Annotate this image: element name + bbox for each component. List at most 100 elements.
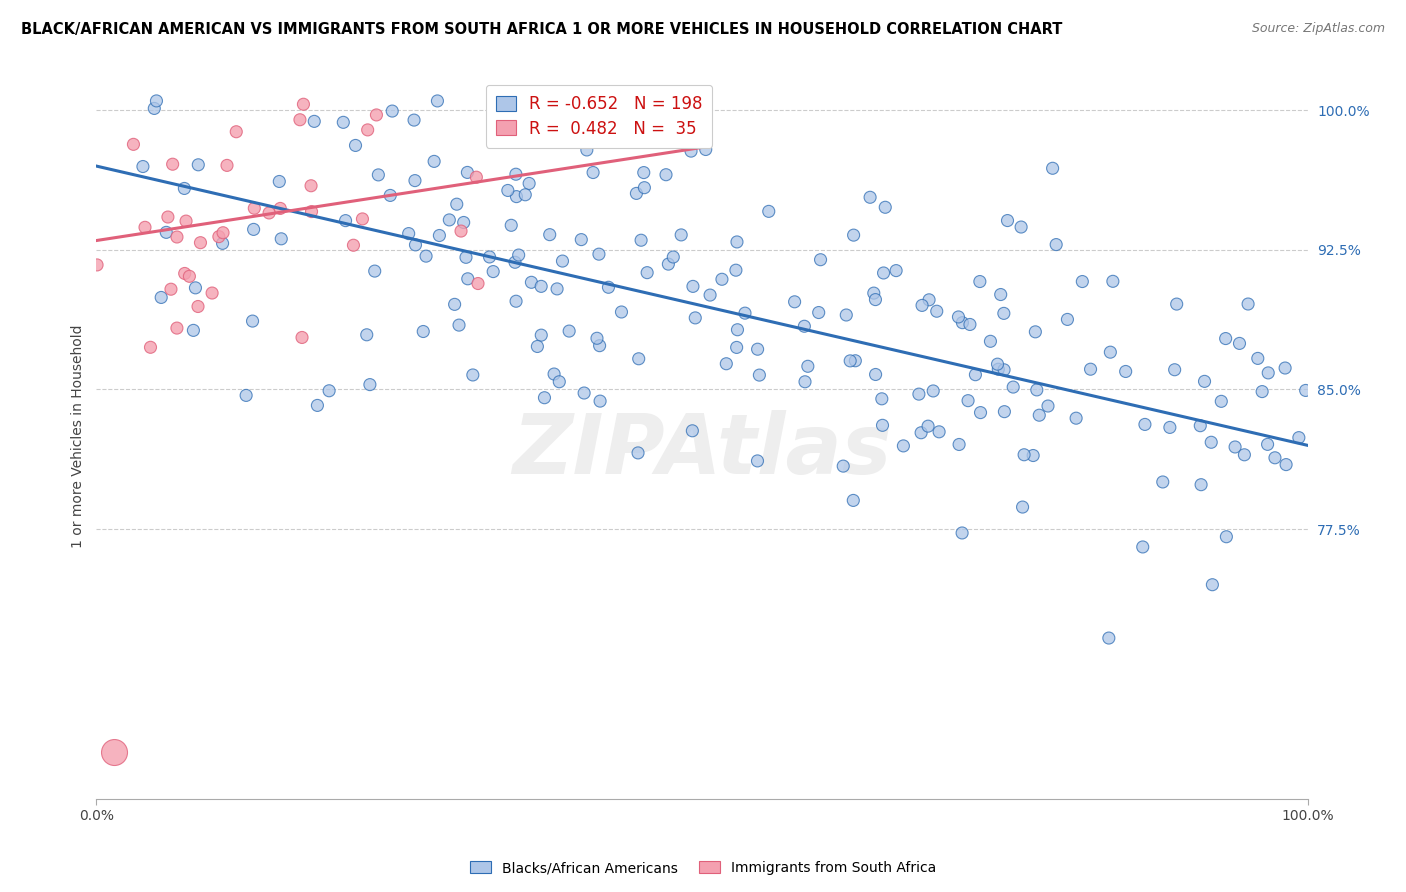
Point bbox=[461, 368, 484, 382]
Point bbox=[957, 393, 980, 408]
Text: ZIPAtlas: ZIPAtlas bbox=[512, 410, 891, 491]
Point bbox=[443, 297, 465, 311]
Point bbox=[270, 232, 292, 246]
Point bbox=[538, 227, 561, 242]
Point bbox=[450, 224, 472, 238]
Point bbox=[655, 168, 678, 182]
Point bbox=[543, 367, 565, 381]
Point bbox=[872, 266, 894, 280]
Point bbox=[679, 144, 702, 158]
Point bbox=[862, 286, 884, 301]
Point bbox=[716, 357, 738, 371]
Point bbox=[748, 368, 770, 383]
Point bbox=[917, 419, 939, 434]
Y-axis label: 1 or more Vehicles in Household: 1 or more Vehicles in Household bbox=[72, 325, 86, 548]
Point bbox=[725, 235, 748, 249]
Point bbox=[212, 226, 235, 240]
Point bbox=[832, 459, 855, 474]
Point bbox=[682, 279, 704, 293]
Point bbox=[447, 318, 470, 332]
Point bbox=[404, 173, 426, 187]
Point bbox=[352, 211, 374, 226]
Point bbox=[598, 280, 620, 294]
Point bbox=[908, 387, 931, 401]
Point bbox=[342, 238, 364, 252]
Point bbox=[332, 115, 354, 129]
Point bbox=[1264, 450, 1286, 465]
Point bbox=[179, 269, 201, 284]
Point bbox=[155, 225, 177, 239]
Point bbox=[627, 446, 650, 460]
Point bbox=[174, 214, 197, 228]
Point bbox=[1199, 435, 1222, 450]
Point bbox=[918, 293, 941, 307]
Point bbox=[758, 204, 780, 219]
Point bbox=[633, 180, 655, 194]
Point bbox=[156, 210, 179, 224]
Point bbox=[710, 272, 733, 286]
Point bbox=[872, 418, 894, 433]
Point bbox=[586, 331, 609, 345]
Point bbox=[423, 154, 446, 169]
Point bbox=[505, 189, 527, 203]
Point bbox=[482, 264, 505, 278]
Point bbox=[380, 188, 402, 202]
Point bbox=[626, 186, 648, 201]
Point bbox=[875, 200, 897, 214]
Point bbox=[160, 282, 183, 296]
Point bbox=[546, 282, 568, 296]
Point bbox=[1215, 530, 1237, 544]
Point bbox=[844, 353, 866, 368]
Point bbox=[1099, 345, 1122, 359]
Point bbox=[478, 250, 501, 264]
Point bbox=[201, 286, 224, 301]
Point bbox=[1002, 380, 1025, 394]
Point bbox=[1132, 540, 1154, 554]
Point bbox=[959, 318, 981, 332]
Point bbox=[1115, 364, 1137, 378]
Point bbox=[367, 168, 389, 182]
Point bbox=[986, 357, 1008, 371]
Text: BLACK/AFRICAN AMERICAN VS IMMIGRANTS FROM SOUTH AFRICA 1 OR MORE VEHICLES IN HOU: BLACK/AFRICAN AMERICAN VS IMMIGRANTS FRO… bbox=[21, 22, 1063, 37]
Point bbox=[86, 258, 108, 272]
Point bbox=[810, 252, 832, 267]
Point bbox=[269, 174, 291, 188]
Point bbox=[225, 125, 247, 139]
Point bbox=[965, 368, 987, 382]
Point bbox=[465, 170, 488, 185]
Point bbox=[859, 190, 882, 204]
Point bbox=[1275, 458, 1298, 472]
Point bbox=[187, 158, 209, 172]
Point bbox=[187, 300, 209, 314]
Point bbox=[439, 213, 461, 227]
Point bbox=[467, 277, 489, 291]
Point bbox=[657, 257, 679, 271]
Point bbox=[699, 288, 721, 302]
Point bbox=[533, 391, 555, 405]
Point bbox=[359, 377, 381, 392]
Point bbox=[1042, 161, 1064, 176]
Point bbox=[453, 215, 475, 229]
Point bbox=[412, 325, 434, 339]
Legend: R = -0.652   N = 198, R =  0.482   N =  35: R = -0.652 N = 198, R = 0.482 N = 35 bbox=[485, 85, 713, 147]
Point bbox=[558, 324, 581, 338]
Point bbox=[501, 219, 523, 233]
Point bbox=[1257, 366, 1279, 380]
Point bbox=[633, 165, 655, 179]
Point bbox=[1064, 411, 1087, 425]
Point bbox=[1189, 477, 1212, 491]
Point bbox=[429, 228, 451, 243]
Point bbox=[173, 181, 195, 195]
Point bbox=[582, 165, 605, 179]
Point bbox=[884, 263, 907, 277]
Point bbox=[727, 323, 749, 337]
Point bbox=[454, 250, 477, 264]
Point bbox=[893, 439, 915, 453]
Point bbox=[793, 319, 815, 334]
Point bbox=[184, 281, 207, 295]
Point bbox=[950, 525, 973, 540]
Point bbox=[1288, 431, 1310, 445]
Point bbox=[734, 306, 756, 320]
Point bbox=[1274, 361, 1296, 376]
Point bbox=[681, 424, 703, 438]
